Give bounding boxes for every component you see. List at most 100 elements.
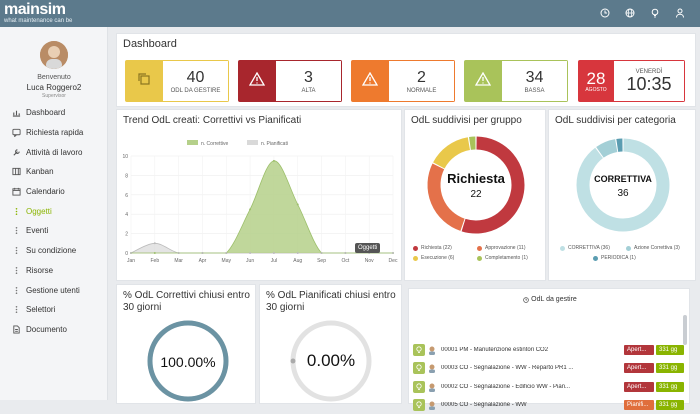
table-row[interactable]: 00002 CO - Segnalazione - Edificio WW - … bbox=[413, 378, 684, 395]
data-point[interactable] bbox=[297, 252, 299, 254]
slice-esecuzione[interactable] bbox=[439, 144, 469, 166]
sidebar-item-richiesta-rapida[interactable]: Richiesta rapida bbox=[0, 123, 108, 143]
legend-item[interactable]: CORRETTIVA (36) bbox=[560, 245, 626, 251]
gestire-header: OdL da gestire bbox=[409, 296, 691, 303]
time-value: 10:35 bbox=[626, 75, 671, 94]
legend-item[interactable]: PERIODICA (1) bbox=[593, 255, 659, 261]
sidebar-item-gestione-utenti[interactable]: Gestione utenti bbox=[0, 280, 108, 300]
row-text: 00003 CO - Segnalazione - WW - Reparto P… bbox=[441, 365, 624, 371]
legend-item[interactable]: Completamento (1) bbox=[477, 255, 541, 261]
pianificati-value: 0.00% bbox=[286, 351, 376, 371]
sidebar-item-eventi[interactable]: Eventi bbox=[0, 221, 108, 241]
avatar[interactable] bbox=[40, 41, 68, 69]
data-point[interactable] bbox=[154, 242, 156, 244]
gestire-title: OdL da gestire bbox=[531, 296, 577, 303]
dashboard-title: Dashboard bbox=[123, 38, 177, 50]
legend-item[interactable]: Azione Correttiva (3) bbox=[626, 245, 692, 251]
sidebar-item-selettori[interactable]: Selettori bbox=[0, 300, 108, 320]
status-light-icon bbox=[413, 381, 425, 393]
user-avatar-icon bbox=[427, 400, 437, 410]
kpi-card-bassa[interactable]: 34 BASSA bbox=[464, 60, 568, 102]
date-day-box: 28 AGOSTO bbox=[578, 60, 614, 102]
warning-icon bbox=[249, 72, 265, 91]
sidebar-nav: Dashboard Richiesta rapida Attività di l… bbox=[0, 103, 108, 339]
kpi-card-alta[interactable]: 3 ALTA bbox=[238, 60, 342, 102]
sidebar-item-dashboard[interactable]: Dashboard bbox=[0, 103, 108, 123]
list-scrollbar[interactable] bbox=[683, 315, 687, 345]
slice-azione-correttiva[interactable] bbox=[600, 146, 616, 153]
data-point[interactable] bbox=[273, 160, 275, 162]
legend-item[interactable]: Richiesta (22) bbox=[413, 245, 477, 251]
data-point[interactable] bbox=[154, 252, 156, 254]
slice-correttiva[interactable] bbox=[583, 145, 663, 225]
legend-label: Esecuzione (6) bbox=[421, 255, 454, 261]
user-icon[interactable] bbox=[674, 7, 686, 19]
days-badge: 331 gg bbox=[656, 382, 684, 392]
date-day: 28 bbox=[587, 70, 606, 87]
legend-label: PERIODICA (1) bbox=[601, 255, 636, 261]
globe-icon[interactable] bbox=[624, 7, 636, 19]
data-point[interactable] bbox=[392, 252, 394, 254]
x-tick-label: Jan bbox=[127, 258, 135, 264]
status-light-icon bbox=[413, 362, 425, 374]
legend-swatch bbox=[247, 140, 258, 145]
data-point[interactable] bbox=[344, 252, 346, 254]
data-point[interactable] bbox=[225, 252, 227, 254]
kpi-card-odl-da-gestire[interactable]: 40 ODL DA GESTIRE bbox=[125, 60, 229, 102]
sidebar-item-calendario[interactable]: Calendario bbox=[0, 182, 108, 202]
sidebar-item-oggetti[interactable]: Oggetti bbox=[0, 201, 108, 221]
kpi-value: 2 bbox=[417, 69, 426, 86]
kpi-card-normale[interactable]: 2 NORMALE bbox=[351, 60, 455, 102]
status-light-icon bbox=[413, 344, 425, 356]
legend-item[interactable]: Esecuzione (6) bbox=[413, 255, 477, 261]
data-point[interactable] bbox=[273, 252, 275, 254]
data-point[interactable] bbox=[297, 204, 299, 206]
trend-title: Trend OdL creati: Correttivi vs Pianific… bbox=[123, 115, 301, 126]
data-point[interactable] bbox=[201, 252, 203, 254]
data-point[interactable] bbox=[249, 208, 251, 210]
data-point[interactable] bbox=[249, 252, 251, 254]
sidebar-item-label: Risorse bbox=[26, 266, 53, 275]
legend-dot bbox=[477, 246, 482, 251]
sidebar-item-documento[interactable]: Documento bbox=[0, 320, 108, 340]
status-badge: Pianifi... bbox=[624, 400, 654, 410]
x-tick-label: Aug bbox=[293, 258, 302, 264]
chart-icon bbox=[11, 108, 21, 118]
sidebar-item-attivit-di-lavoro[interactable]: Attività di lavoro bbox=[0, 142, 108, 162]
x-tick-label: Oct bbox=[341, 258, 349, 264]
sidebar-item-label: Kanban bbox=[26, 167, 54, 176]
data-point[interactable] bbox=[130, 252, 132, 254]
dots-icon bbox=[11, 305, 21, 315]
data-point[interactable] bbox=[178, 252, 180, 254]
pianificati-title: % OdL Pianificati chiusi entro 30 giorni bbox=[266, 290, 399, 314]
legend-label: CORRETTIVA (36) bbox=[568, 245, 610, 251]
status-badge: Apert... bbox=[624, 345, 654, 355]
sidebar-item-label: Oggetti bbox=[26, 207, 52, 216]
data-point[interactable] bbox=[321, 252, 323, 254]
categoria-donut bbox=[573, 135, 673, 235]
logo[interactable]: mainsim what maintenance can be bbox=[4, 2, 72, 25]
sidebar-item-kanban[interactable]: Kanban bbox=[0, 162, 108, 182]
days-badge: 331 gg bbox=[656, 363, 684, 373]
categoria-title: OdL suddivisi per categoria bbox=[555, 115, 676, 126]
lightbulb-icon[interactable] bbox=[649, 7, 661, 19]
y-tick-label: 2 bbox=[125, 232, 128, 238]
table-row[interactable]: 00005 CO - Segnalazione - WW Pianifi... … bbox=[413, 397, 684, 414]
sidebar-item-risorse[interactable]: Risorse bbox=[0, 261, 108, 281]
kpi-value-box: 3 ALTA bbox=[276, 60, 342, 102]
categoria-panel: OdL suddivisi per categoria CORRETTIVA 3… bbox=[548, 109, 696, 281]
welcome-text: Benvenuto bbox=[0, 74, 108, 81]
user-name: Luca Roggero2 bbox=[0, 83, 108, 92]
user-avatar-icon bbox=[427, 363, 437, 373]
table-row[interactable]: 00001 PM - Manutenzione estintori CO2 Ap… bbox=[413, 341, 684, 358]
sidebar-item-su-condizione[interactable]: Su condizione bbox=[0, 241, 108, 261]
table-row[interactable]: 00003 CO - Segnalazione - WW - Reparto P… bbox=[413, 360, 684, 377]
kpi-caption: ODL DA GESTIRE bbox=[171, 88, 221, 94]
clock-icon[interactable] bbox=[599, 7, 611, 19]
kpi-value: 34 bbox=[526, 69, 544, 86]
kpi-caption: NORMALE bbox=[407, 88, 437, 94]
status-badge: Apert... bbox=[624, 363, 654, 373]
sidebar-item-label: Gestione utenti bbox=[26, 286, 80, 295]
legend-item[interactable]: Approvazione (11) bbox=[477, 245, 541, 251]
